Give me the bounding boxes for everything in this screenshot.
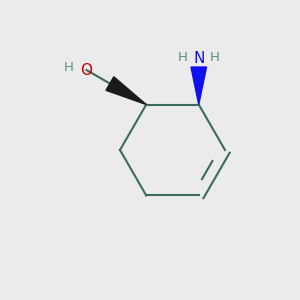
Text: H: H [178,51,188,64]
Text: O: O [80,62,92,77]
Polygon shape [191,67,207,104]
Text: N: N [193,50,204,65]
Text: H: H [209,51,219,64]
Polygon shape [106,77,146,104]
Text: H: H [64,61,74,74]
